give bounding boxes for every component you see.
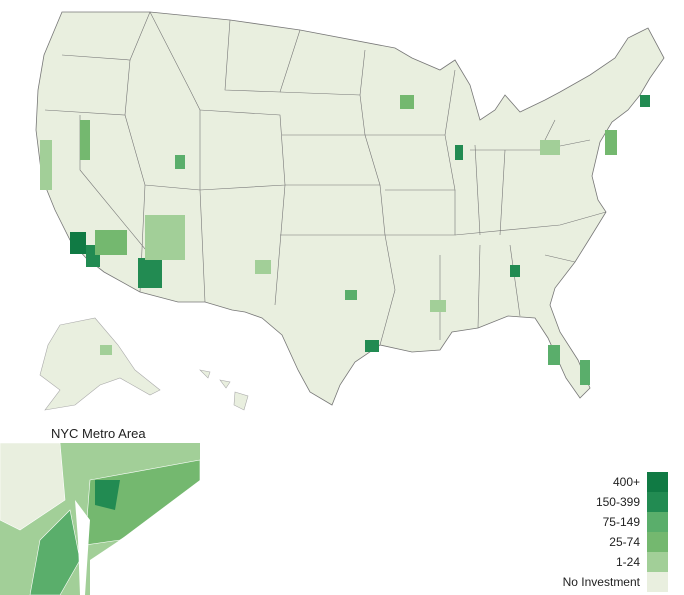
legend-item: 25-74	[540, 532, 668, 552]
alaska	[39, 317, 161, 411]
legend-label: No Investment	[562, 575, 640, 589]
legend-swatch	[647, 492, 668, 512]
state-borders	[44, 11, 607, 346]
legend-label: 25-74	[609, 535, 640, 549]
legend-item: No Investment	[540, 572, 668, 592]
legend-item: 1-24	[540, 552, 668, 572]
legend-label: 1-24	[615, 555, 640, 569]
nyc-inset	[0, 442, 201, 595]
highlighted-counties	[40, 95, 650, 385]
legend-swatch	[647, 532, 668, 552]
legend-swatch	[647, 552, 668, 572]
legend-label: 400+	[612, 475, 640, 489]
legend-label: 150-399	[595, 495, 640, 509]
legend: 400+ 150-399 75-149 25-74 1-24 No Investment	[540, 472, 668, 592]
legend-swatch	[647, 572, 668, 592]
legend-swatch	[647, 512, 668, 532]
contiguous-us	[35, 11, 665, 406]
hawaii	[199, 369, 249, 411]
inset-title: NYC Metro Area	[51, 426, 146, 441]
legend-swatch	[647, 472, 668, 492]
legend-label: 75-149	[602, 515, 640, 529]
legend-item: 150-399	[540, 492, 668, 512]
legend-item: 75-149	[540, 512, 668, 532]
legend-item: 400+	[540, 472, 668, 492]
us-outline	[35, 11, 665, 406]
